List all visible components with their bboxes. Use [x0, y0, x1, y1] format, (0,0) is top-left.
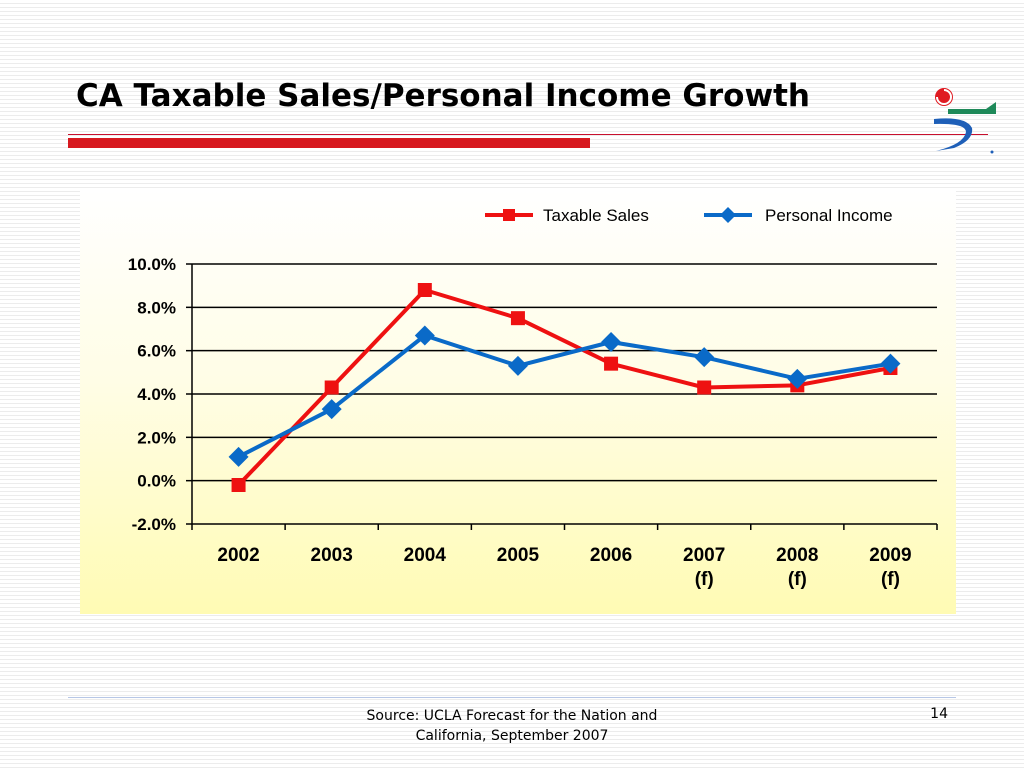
- chart-panel: 10.0% 8.0% 6.0% 4.0% 2.0% 0.0% -2.0% 2002 2003 20…: [80, 190, 956, 614]
- taxable-sales-point: [231, 478, 246, 492]
- x-tick-label: 2007: [683, 545, 725, 566]
- personal-income-point: [694, 347, 715, 368]
- y-tick-label: 2.0%: [137, 428, 176, 447]
- y-tick-label: 4.0%: [137, 385, 176, 404]
- x-tick-label: (f): [788, 569, 807, 590]
- x-tick-label: 2003: [311, 545, 353, 566]
- source-line-1: Source: UCLA Forecast for the Nation and: [366, 708, 658, 724]
- personal-income-point: [321, 399, 342, 420]
- personal-income-point: [414, 325, 435, 346]
- y-tick-label: 6.0%: [137, 342, 176, 361]
- x-tick-label: 2009: [869, 545, 911, 566]
- personal-income-line: [237, 333, 891, 459]
- x-tick-label: 2008: [776, 545, 818, 566]
- taxable-sales-point: [604, 356, 619, 371]
- taxable-sales-line: [237, 288, 891, 487]
- personal-income-point: [507, 355, 528, 376]
- title-rule-thick: [68, 138, 590, 148]
- y-tick-label: 0.0%: [137, 472, 176, 491]
- y-tick-label: 10.0%: [128, 255, 176, 274]
- title-rule-thin: [68, 134, 988, 135]
- x-tick-label: 2006: [590, 545, 632, 566]
- y-tick-label: -2.0%: [132, 515, 176, 534]
- taxable-sales-point: [417, 283, 432, 297]
- x-tick-label: 2002: [217, 545, 259, 566]
- x-tick-label: 2004: [404, 545, 447, 566]
- slide-title: CA Taxable Sales/Personal Income Growth: [76, 78, 810, 114]
- chart-svg: 10.0% 8.0% 6.0% 4.0% 2.0% 0.0% -2.0% 2002 2003 20…: [128, 206, 938, 590]
- legend-marker-personal-income: [720, 207, 736, 223]
- taxable-sales-point: [697, 380, 712, 395]
- legend-label-taxable-sales: Taxable Sales: [543, 206, 649, 225]
- page-number: 14: [930, 706, 948, 722]
- source-note: Source: UCLA Forecast for the Nation and…: [300, 706, 724, 746]
- personal-income-point: [601, 332, 622, 352]
- personal-income-point: [880, 353, 901, 374]
- x-tick-label: (f): [881, 569, 900, 590]
- x-tick-label: (f): [695, 569, 714, 590]
- personal-income-point: [228, 446, 249, 467]
- source-line-2: California, September 2007: [415, 728, 609, 744]
- legend-label-personal-income: Personal Income: [765, 206, 893, 225]
- footer-rule: [68, 697, 956, 698]
- y-tick-label: 8.0%: [137, 298, 176, 317]
- personal-income-point: [787, 368, 808, 389]
- taxable-sales-point: [324, 380, 339, 395]
- x-tick-label: 2005: [497, 545, 540, 566]
- ucla-forecast-logo-icon: [934, 88, 996, 154]
- taxable-sales-point: [510, 311, 525, 326]
- legend-marker-taxable-sales: [503, 209, 515, 221]
